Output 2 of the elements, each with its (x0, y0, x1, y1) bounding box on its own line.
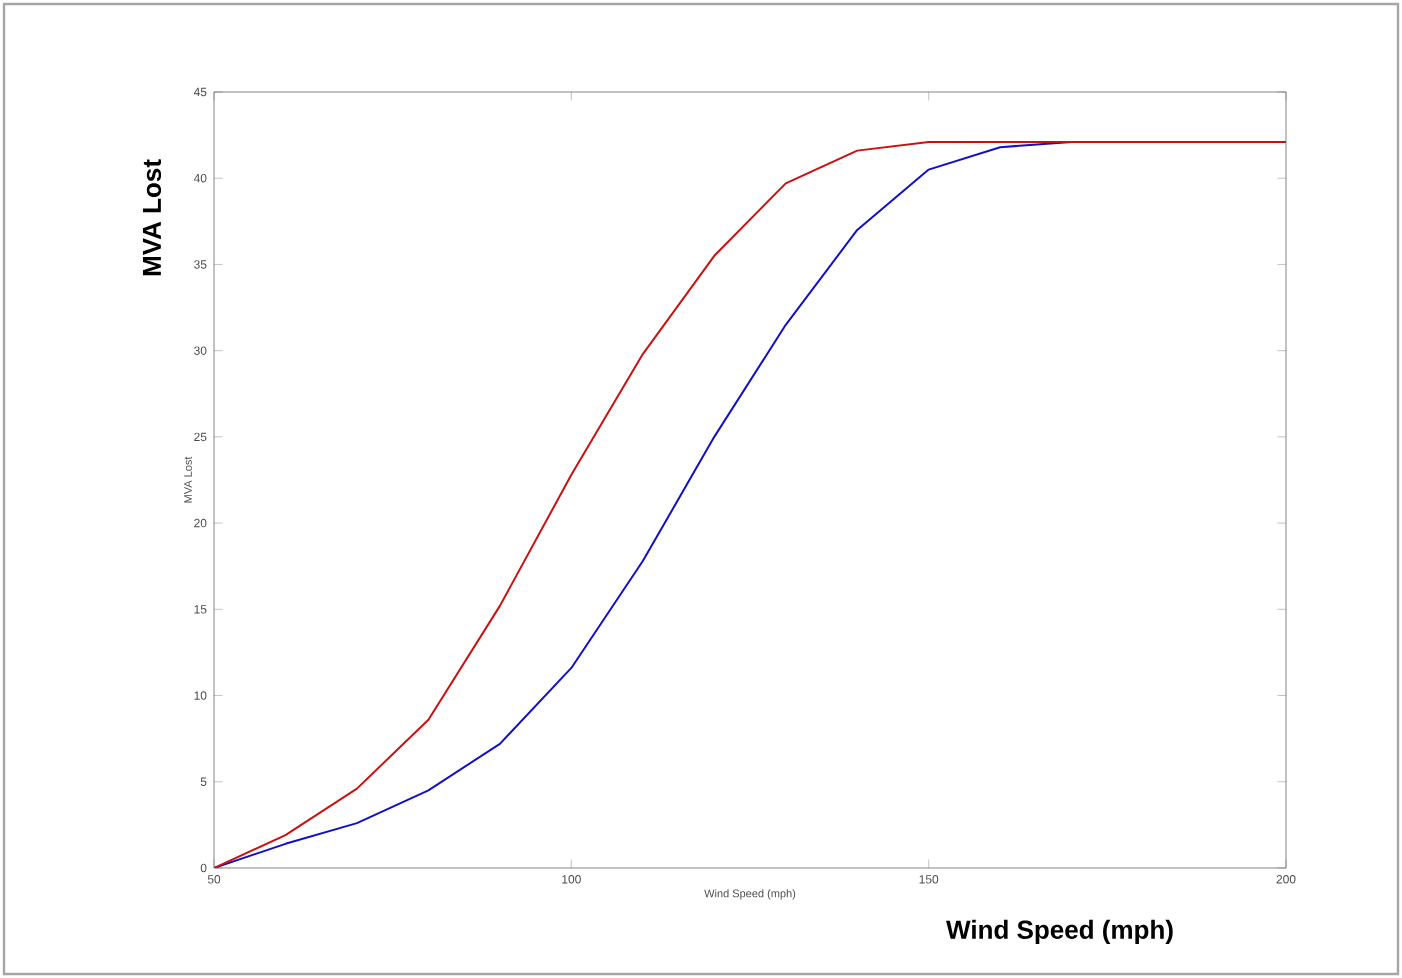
text: MVA Lost (142, 159, 162, 276)
text: Wind Speed (mph) (946, 919, 1173, 945)
